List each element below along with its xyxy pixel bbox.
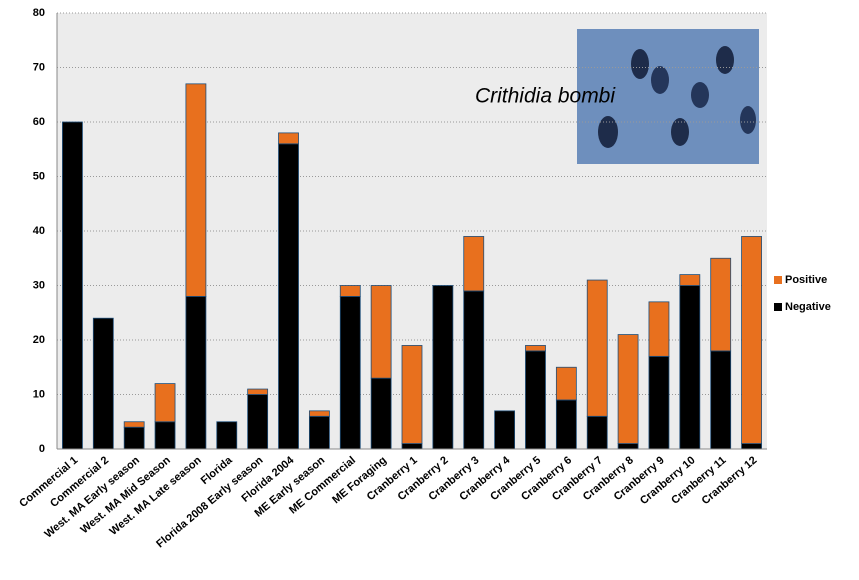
bar-segment: [279, 144, 299, 449]
bar-segment: [618, 444, 638, 449]
bar-segment: [742, 444, 762, 449]
legend-label: Positive: [785, 274, 827, 286]
bar-segment: [402, 444, 422, 449]
bar-segment: [124, 422, 144, 427]
bar-segment: [217, 422, 237, 449]
bar-segment: [155, 384, 175, 422]
bar-segment: [124, 427, 144, 449]
y-tick-label: 0: [39, 443, 45, 455]
y-tick-label: 70: [33, 61, 45, 73]
bar-segment: [186, 84, 206, 297]
bar-segment: [649, 356, 669, 449]
legend-label: Negative: [785, 301, 831, 313]
y-tick-label: 50: [33, 170, 45, 182]
bar-segment: [495, 411, 515, 449]
bar-segment: [248, 395, 268, 450]
y-tick-label: 40: [33, 225, 45, 237]
bar-segment: [309, 411, 329, 416]
bar-segment: [433, 286, 453, 450]
bar-segment: [279, 133, 299, 144]
y-tick-label: 30: [33, 279, 45, 291]
annotation: Crithidia bombi: [475, 85, 616, 108]
chart: Crithidia bombi 01020304050607080Commerc…: [0, 0, 859, 575]
bar-segment: [186, 296, 206, 449]
bar-segment: [402, 345, 422, 443]
y-tick-label: 20: [33, 334, 45, 346]
bar-segment: [340, 296, 360, 449]
bar-segment: [587, 280, 607, 416]
bar-segment: [155, 422, 175, 449]
bar-segment: [556, 367, 576, 400]
x-tick-label: Cranberry 12: [700, 454, 760, 507]
bar-segment: [525, 345, 545, 350]
bar-segment: [464, 291, 484, 449]
bar-segment: [587, 416, 607, 449]
bar-segment: [742, 236, 762, 443]
y-tick-label: 10: [33, 388, 45, 400]
bar-segment: [371, 286, 391, 379]
bar-segment: [309, 416, 329, 449]
y-tick-label: 80: [33, 7, 45, 19]
bar-segment: [618, 335, 638, 444]
legend-swatch: [774, 276, 782, 284]
legend-swatch: [774, 303, 782, 311]
bar-segment: [711, 258, 731, 351]
bar-segment: [248, 389, 268, 394]
bar-segment: [464, 236, 484, 291]
bar-segment: [556, 400, 576, 449]
bar-segment: [680, 275, 700, 286]
bar-segment: [62, 122, 82, 449]
bar-segment: [340, 286, 360, 297]
bar-segment: [93, 318, 113, 449]
bar-segment: [525, 351, 545, 449]
bar-segment: [711, 351, 731, 449]
y-tick-label: 60: [33, 116, 45, 128]
bar-segment: [680, 286, 700, 450]
bar-segment: [649, 302, 669, 357]
bar-segment: [371, 378, 391, 449]
